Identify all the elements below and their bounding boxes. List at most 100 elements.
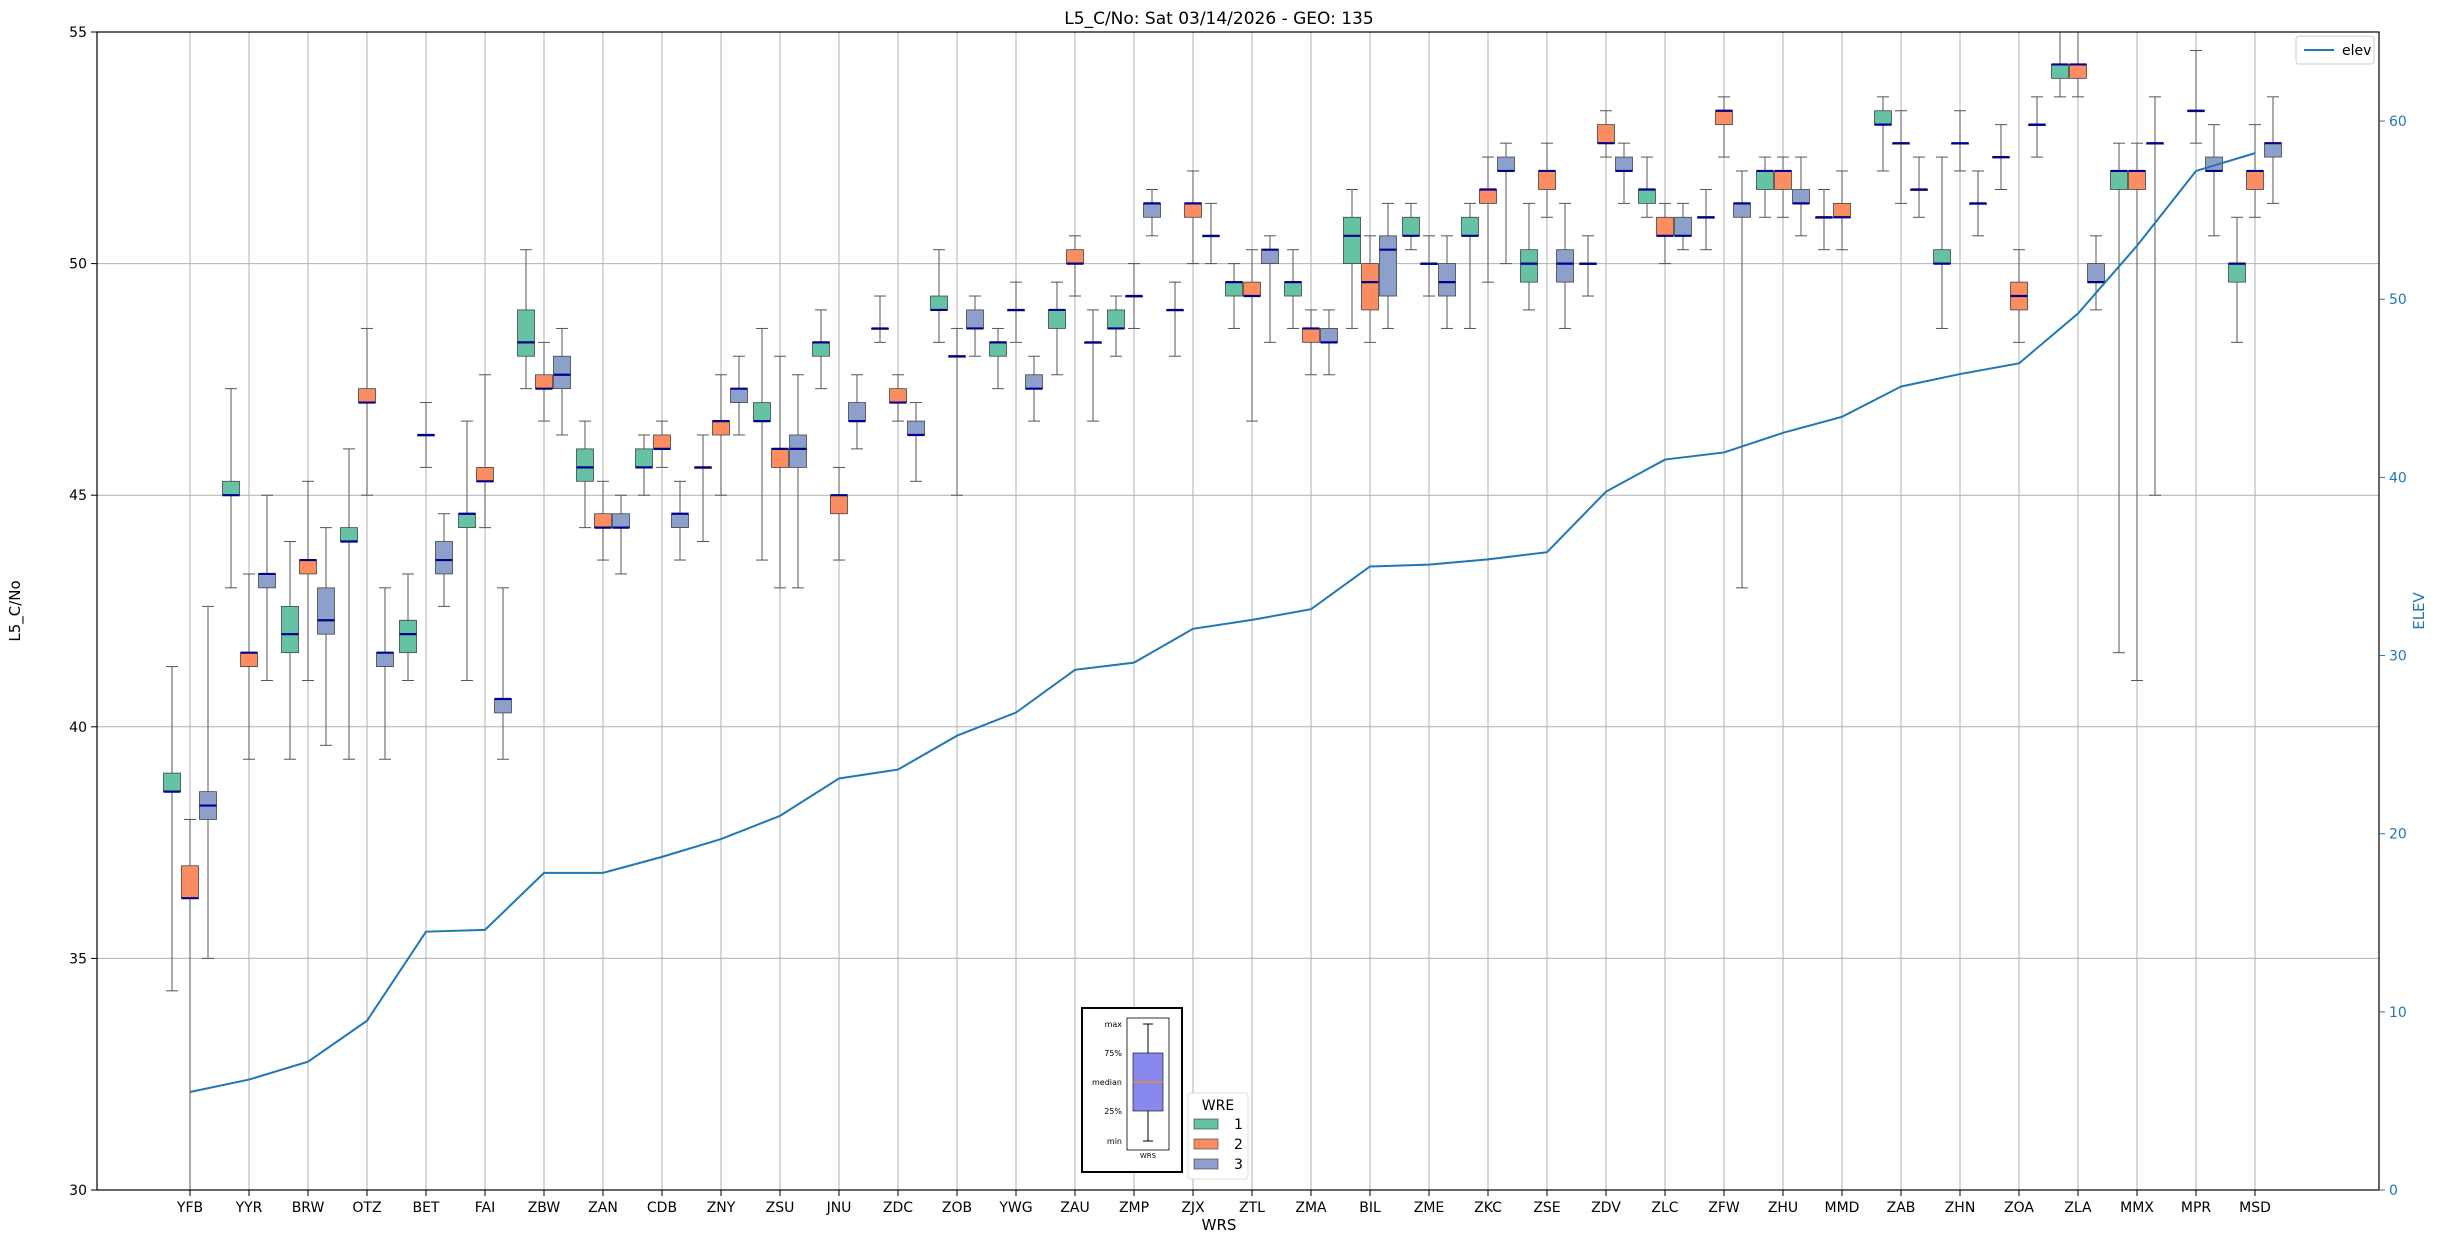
x-tick-label-mpr: MPR: [2181, 1200, 2212, 1216]
x-tick-label-zme: ZME: [1414, 1200, 1445, 1216]
box-msd-wre2: [2246, 124, 2264, 218]
box-zla-wre2-iqr: [2069, 64, 2087, 79]
box-bet-wre3: [435, 513, 453, 607]
box-zmp-wre3-iqr: [1143, 202, 1161, 218]
box-zma-wre3-iqr: [1320, 328, 1338, 343]
box-zbw-wre3-iqr: [553, 355, 571, 390]
box-brw-wre3: [317, 527, 335, 746]
box-bet-wre2: [417, 402, 435, 468]
box-zlc-wre3: [1674, 202, 1692, 251]
box-zfw-wre1: [1697, 188, 1715, 251]
box-msd-wre3-iqr: [2264, 142, 2282, 158]
x-tick-label-zla: ZLA: [2064, 1200, 2092, 1216]
box-cdb-wre1-iqr: [635, 448, 653, 468]
y-axis-right-label: ELEV: [2410, 591, 2428, 629]
box-bil-wre2-iqr: [1361, 263, 1379, 311]
box-zob-wre3: [966, 295, 984, 357]
box-zau-wre2: [1066, 235, 1084, 297]
box-yyr-wre1-iqr: [222, 480, 240, 496]
box-zau-wre1: [1048, 281, 1066, 376]
box-brw-wre3-iqr: [317, 587, 335, 635]
box-yfb-wre3: [199, 605, 217, 959]
wre-legend-label-2: 2: [1234, 1137, 1243, 1153]
box-zmp-wre1: [1107, 295, 1125, 357]
box-zdv-wre3-iqr: [1615, 156, 1633, 172]
box-zdc-wre3-iqr: [907, 420, 925, 436]
plot-frame: [96, 31, 2380, 1191]
x-tick-label-cdb: CDB: [647, 1200, 677, 1216]
box-zau-wre1-iqr: [1048, 309, 1066, 329]
box-zse-wre1-iqr: [1520, 249, 1538, 283]
y2-tick-label-20: 20: [2389, 827, 2407, 843]
x-tick-label-zfw: ZFW: [1708, 1200, 1740, 1216]
y-tick-label-35: 35: [69, 951, 87, 967]
wre-legend-label-3: 3: [1234, 1157, 1243, 1173]
box-zbw-wre3: [553, 327, 571, 436]
box-bet-wre3-iqr: [435, 541, 453, 575]
box-jnu-wre1: [812, 309, 830, 390]
box-zhn-wre1-iqr: [1933, 249, 1951, 264]
box-zkc-wre2-iqr: [1479, 189, 1497, 204]
y2-tick-label-50: 50: [2389, 292, 2407, 308]
box-zan-wre2-iqr: [594, 513, 612, 529]
box-zkc-wre1-iqr: [1461, 216, 1479, 237]
box-zau-wre3: [1084, 309, 1102, 422]
x-tick-label-bet: BET: [412, 1200, 439, 1216]
box-zlc-wre3-iqr: [1674, 216, 1692, 237]
box-zla-wre1: [2051, 31, 2069, 98]
wre-legend-title: WRE: [1202, 1098, 1234, 1114]
box-zjx-wre2-iqr: [1184, 202, 1202, 218]
box-zlc-wre2-iqr: [1656, 216, 1674, 237]
box-ztl-wre2-iqr: [1243, 281, 1261, 297]
box-bil-wre2: [1361, 235, 1379, 343]
box-zoa-wre1: [1992, 124, 2010, 190]
box-msd-wre1-iqr: [2228, 263, 2246, 283]
box-zan-wre1: [576, 420, 594, 529]
box-zma-wre2: [1302, 309, 1320, 376]
box-zob-wre1-iqr: [930, 295, 948, 311]
box-zjx-wre1: [1166, 281, 1184, 357]
box-zny-wre3: [730, 355, 748, 436]
x-axis: YFB YYR BRW OTZ BET FAI ZBW ZAN CDB ZNY ZSU JNU ZDC Z…: [176, 1190, 2271, 1216]
box-cdb-wre3: [671, 480, 689, 561]
x-tick-label-zhn: ZHN: [1945, 1200, 1976, 1216]
box-key-label-q3: 75%: [1104, 1049, 1122, 1058]
box-yyr-wre1: [222, 388, 240, 589]
wre-legend-frame: [1187, 1092, 1249, 1180]
elev-legend-frame: [2295, 35, 2375, 65]
box-zse-wre3: [1556, 202, 1574, 329]
box-yyr-wre3-iqr: [258, 573, 276, 589]
box-zme-wre3-iqr: [1438, 263, 1456, 297]
x-tick-label-zan: ZAN: [588, 1200, 618, 1216]
box-zbw-wre1: [517, 249, 535, 390]
box-zme-wre1-iqr: [1402, 216, 1420, 237]
box-zan-wre1-iqr: [576, 448, 594, 482]
box-otz-wre2: [358, 327, 376, 496]
box-ztl-wre2: [1243, 249, 1261, 422]
wre-legend-swatch-3: [1193, 1158, 1219, 1170]
elev-line: [189, 152, 2256, 1093]
box-zkc-wre1: [1461, 202, 1479, 329]
y2-tick-label-40: 40: [2389, 470, 2407, 486]
box-mmx-wre3: [2146, 96, 2164, 496]
box-zse-wre3-iqr: [1556, 249, 1574, 283]
box-zhu-wre1: [1756, 156, 1774, 218]
box-ywg-wre1: [989, 327, 1007, 390]
x-tick-label-mmx: MMX: [2120, 1200, 2154, 1216]
box-zhu-wre3-iqr: [1792, 189, 1810, 204]
x-tick-label-msd: MSD: [2239, 1200, 2271, 1216]
x-tick-label-zdv: ZDV: [1591, 1200, 1621, 1216]
box-mmd-wre1: [1815, 188, 1833, 251]
x-tick-label-zkc: ZKC: [1474, 1200, 1502, 1216]
box-zsu-wre3-iqr: [789, 434, 807, 468]
box-mmx-wre1: [2110, 142, 2128, 654]
box-zkc-wre2: [1479, 156, 1497, 283]
box-cdb-wre1: [635, 434, 653, 496]
box-mmd-wre2-iqr: [1833, 202, 1851, 218]
x-tick-label-ywg: YWG: [998, 1200, 1032, 1216]
box-jnu-wre3-iqr: [848, 402, 866, 422]
box-zdc-wre2-iqr: [889, 388, 907, 403]
box-jnu-wre3: [848, 374, 866, 450]
box-zbw-wre2: [535, 341, 553, 422]
box-zhu-wre2: [1774, 156, 1792, 218]
